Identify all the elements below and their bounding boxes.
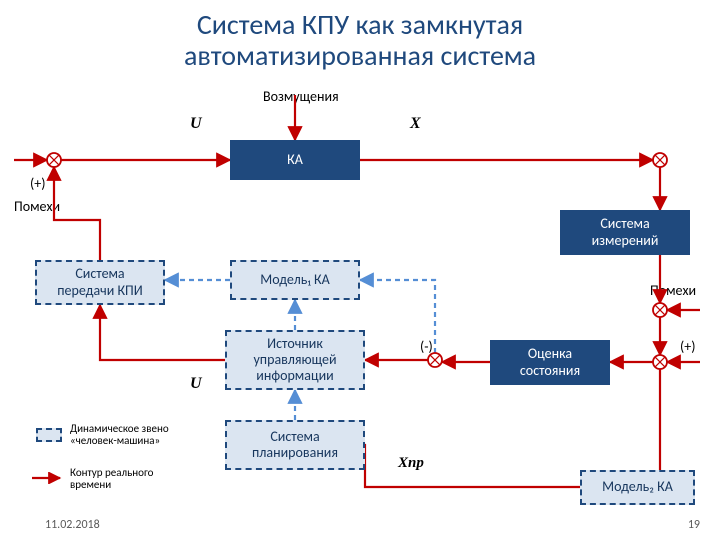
u2-label: U	[190, 375, 202, 393]
legend-dyn-text: Динамическое звено «человек-машина»	[70, 423, 190, 447]
minus-label: (-)	[420, 338, 433, 355]
node-ka: КА	[230, 140, 360, 180]
node-plan: Система планирования	[225, 420, 365, 470]
node-estimate: Оценка состояния	[490, 340, 610, 385]
x-label: X	[410, 115, 421, 133]
legend-loop-swatch	[30, 472, 64, 484]
legend-dyn-swatch	[36, 428, 62, 442]
noise-right: Помехи	[650, 282, 696, 299]
legend-loop-text: Контур реального времени	[70, 467, 190, 491]
node-kpi: Система передачи КПИ	[35, 260, 165, 305]
xpr-label: Xпр	[398, 455, 424, 472]
title-line2: автоматизированная система	[184, 38, 536, 73]
plus-right: (+)	[680, 338, 695, 355]
node-meas: Система измерений	[560, 210, 690, 255]
title-line1: Система КПУ как замкнутая	[197, 7, 523, 42]
noise-left: Помехи	[14, 198, 60, 215]
plus-left: (+)	[30, 175, 45, 192]
u1-label: U	[190, 115, 202, 133]
footer-date: 11.02.2018	[45, 518, 100, 532]
disturbance-label: Возмущения	[263, 88, 339, 105]
node-model1: Модель₁ КА	[230, 260, 360, 300]
node-model2: Модель₂ КА	[580, 470, 695, 505]
page-title: Система КПУ как замкнутая автоматизирова…	[0, 10, 720, 72]
footer-page: 19	[688, 518, 700, 532]
node-source: Источник управляющей информации	[225, 330, 365, 390]
